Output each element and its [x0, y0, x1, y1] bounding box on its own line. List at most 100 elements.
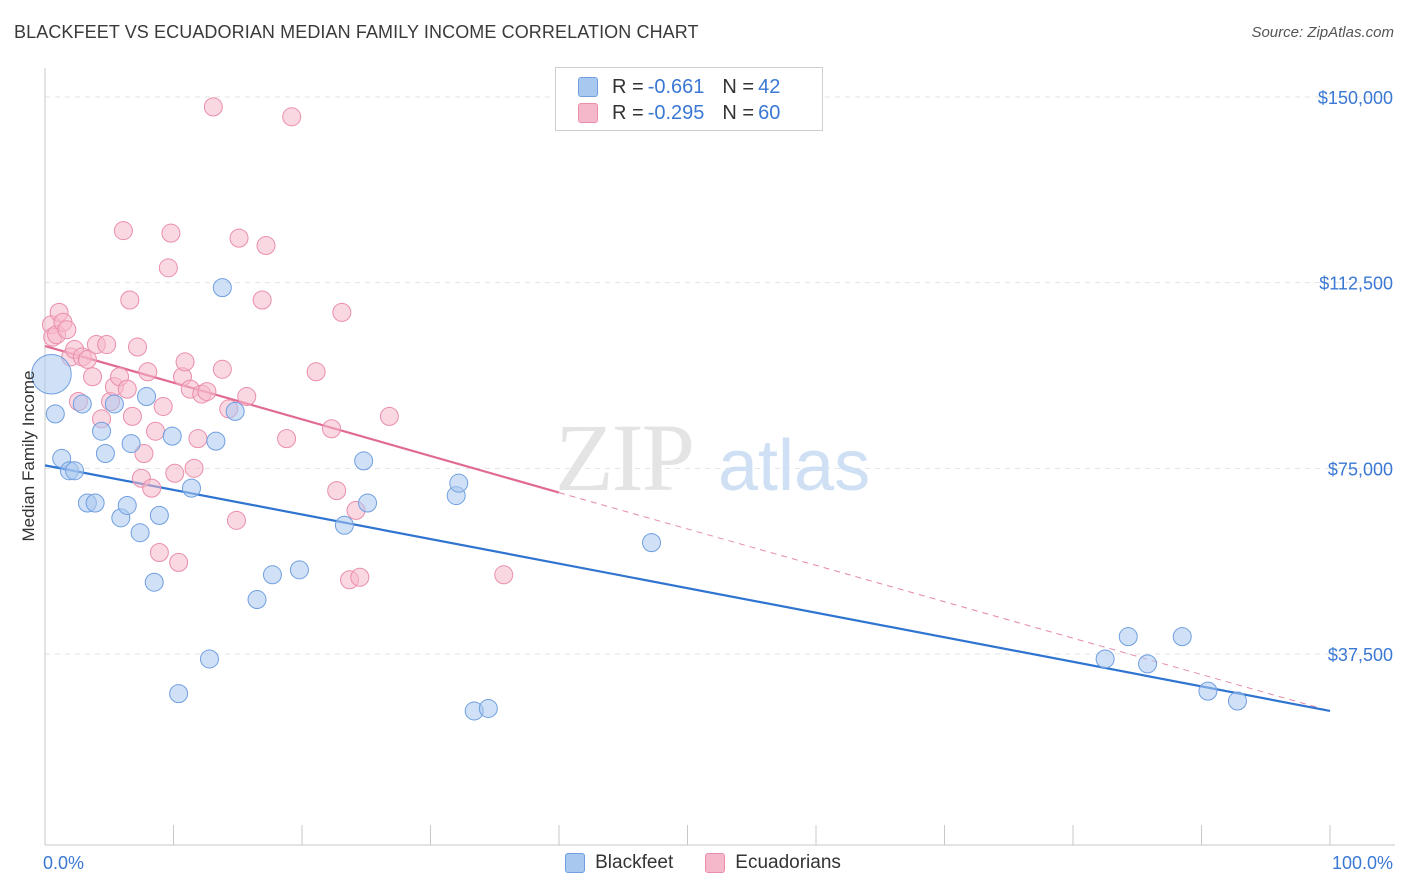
ecuadorians-trend-line: [44, 344, 560, 494]
source-credit: Source: ZipAtlas.com: [1251, 24, 1394, 41]
blackfeet-point: [95, 443, 115, 463]
y-tick-labels: $37,500 $75,000 $112,500 $150,000: [1318, 88, 1393, 665]
blackfeet-swatch: [578, 77, 598, 97]
blackfeet-swatch: [565, 853, 586, 873]
ecuadorians-point: [83, 367, 103, 387]
chart-title: BLACKFEET VS ECUADORIAN MEDIAN FAMILY IN…: [14, 22, 699, 42]
blackfeet-point: [169, 684, 189, 704]
blackfeet-point: [262, 565, 282, 585]
blackfeet-point: [1227, 691, 1247, 711]
watermark-zip: ZIP: [555, 404, 693, 511]
watermark: ZIP atlas: [555, 404, 870, 511]
blackfeet-point: [247, 590, 267, 610]
ecuadorians-point: [113, 221, 133, 241]
y-tick-label: $75,000: [1328, 459, 1393, 479]
axes: [44, 68, 1395, 846]
blackfeet-n-value: 42: [758, 75, 781, 98]
ecuadorians-point: [57, 320, 77, 340]
ecuadorians-trend-extension: [558, 492, 1331, 712]
ecuadorians-point: [128, 337, 148, 357]
blackfeet-point: [92, 421, 112, 441]
legend-item-blackfeet: Blackfeet: [565, 852, 673, 874]
blackfeet-point: [642, 533, 662, 553]
blackfeet-point: [72, 394, 92, 414]
ecuadorians-point: [153, 396, 173, 416]
ecuadorians-point: [184, 458, 204, 478]
ecuadorians-point: [175, 352, 195, 372]
n-label: N =: [722, 75, 755, 98]
r-label: R =: [612, 75, 644, 98]
blackfeet-point: [137, 387, 157, 407]
ecuadorians-point: [212, 359, 232, 379]
r-label: R =: [612, 101, 644, 124]
blackfeet-point: [358, 493, 378, 513]
legend-label-blackfeet: Blackfeet: [595, 852, 674, 873]
x-tick-labels: 0.0% 100.0%: [43, 853, 1393, 873]
ecuadorians-point: [203, 97, 223, 117]
ecuadorians-n-value: 60: [758, 101, 781, 124]
ecuadorians-point: [322, 419, 342, 439]
y-tick-label: $37,500: [1328, 645, 1393, 665]
stats-legend: R = -0.661 N = 42 R = -0.295 N = 60: [555, 67, 823, 131]
x-tick-label-max: 100.0%: [1332, 853, 1393, 873]
blackfeet-point: [45, 404, 65, 424]
ecuadorians-point: [142, 478, 162, 498]
ecuadorians-point: [327, 481, 347, 501]
ecuadorians-point: [350, 567, 370, 587]
ecuadorians-point: [282, 107, 302, 127]
ecuadorians-points: [41, 97, 514, 590]
blackfeet-point: [31, 353, 72, 395]
ecuadorians-point: [379, 406, 399, 426]
ecuadorians-point: [97, 335, 117, 355]
blackfeet-point: [1138, 654, 1158, 674]
y-tick-label: $150,000: [1318, 88, 1393, 108]
ecuadorians-point: [149, 543, 169, 563]
ecuadorians-point: [332, 302, 352, 322]
blackfeet-point: [289, 560, 309, 580]
ecuadorians-swatch: [578, 103, 598, 123]
ecuadorians-point: [169, 552, 189, 572]
blackfeet-points: [31, 278, 1247, 721]
ecuadorians-point: [306, 362, 326, 382]
ecuadorians-r-value: -0.295: [647, 101, 705, 124]
y-tick-label: $112,500: [1319, 274, 1393, 294]
ecuadorians-point: [117, 379, 137, 399]
series-legend: Blackfeet Ecuadorians: [0, 852, 1406, 874]
ecuadorians-point: [77, 349, 97, 369]
ecuadorians-point: [138, 362, 158, 382]
ecuadorians-point: [256, 236, 276, 256]
legend-row-ecuadorians: R = -0.295 N = 60: [578, 101, 780, 125]
ecuadorians-point: [226, 510, 246, 530]
blackfeet-point: [1118, 627, 1138, 647]
blackfeet-point: [121, 434, 141, 454]
blackfeet-point: [85, 493, 105, 513]
blackfeet-point: [1198, 681, 1218, 701]
blackfeet-point: [117, 495, 137, 515]
blackfeet-point: [65, 461, 85, 481]
x-tick-label-min: 0.0%: [43, 853, 84, 873]
ecuadorians-point: [188, 429, 208, 449]
blackfeet-point: [199, 649, 219, 669]
ecuadorians-point: [146, 421, 166, 441]
y-axis-label: Median Family Income: [19, 370, 38, 541]
blackfeet-point: [334, 515, 354, 535]
blackfeet-point: [1095, 649, 1115, 669]
ecuadorians-point: [252, 290, 272, 310]
ecuadorians-point: [134, 443, 154, 463]
ecuadorians-point: [229, 228, 249, 248]
blackfeet-point: [225, 401, 245, 421]
grid-lines: [45, 96, 1395, 655]
ecuadorians-point: [120, 290, 140, 310]
blackfeet-point: [130, 523, 150, 543]
blackfeet-point: [206, 431, 226, 451]
blackfeet-point: [149, 505, 169, 525]
blackfeet-r-value: -0.661: [647, 75, 705, 98]
ecuadorians-point: [122, 406, 142, 426]
blackfeet-point: [212, 278, 232, 298]
ecuadorians-point: [197, 382, 217, 402]
blackfeet-point: [478, 698, 498, 718]
watermark-atlas: atlas: [718, 426, 870, 506]
legend-label-ecuadorians: Ecuadorians: [735, 852, 841, 873]
blackfeet-trend-line: [44, 464, 1331, 713]
